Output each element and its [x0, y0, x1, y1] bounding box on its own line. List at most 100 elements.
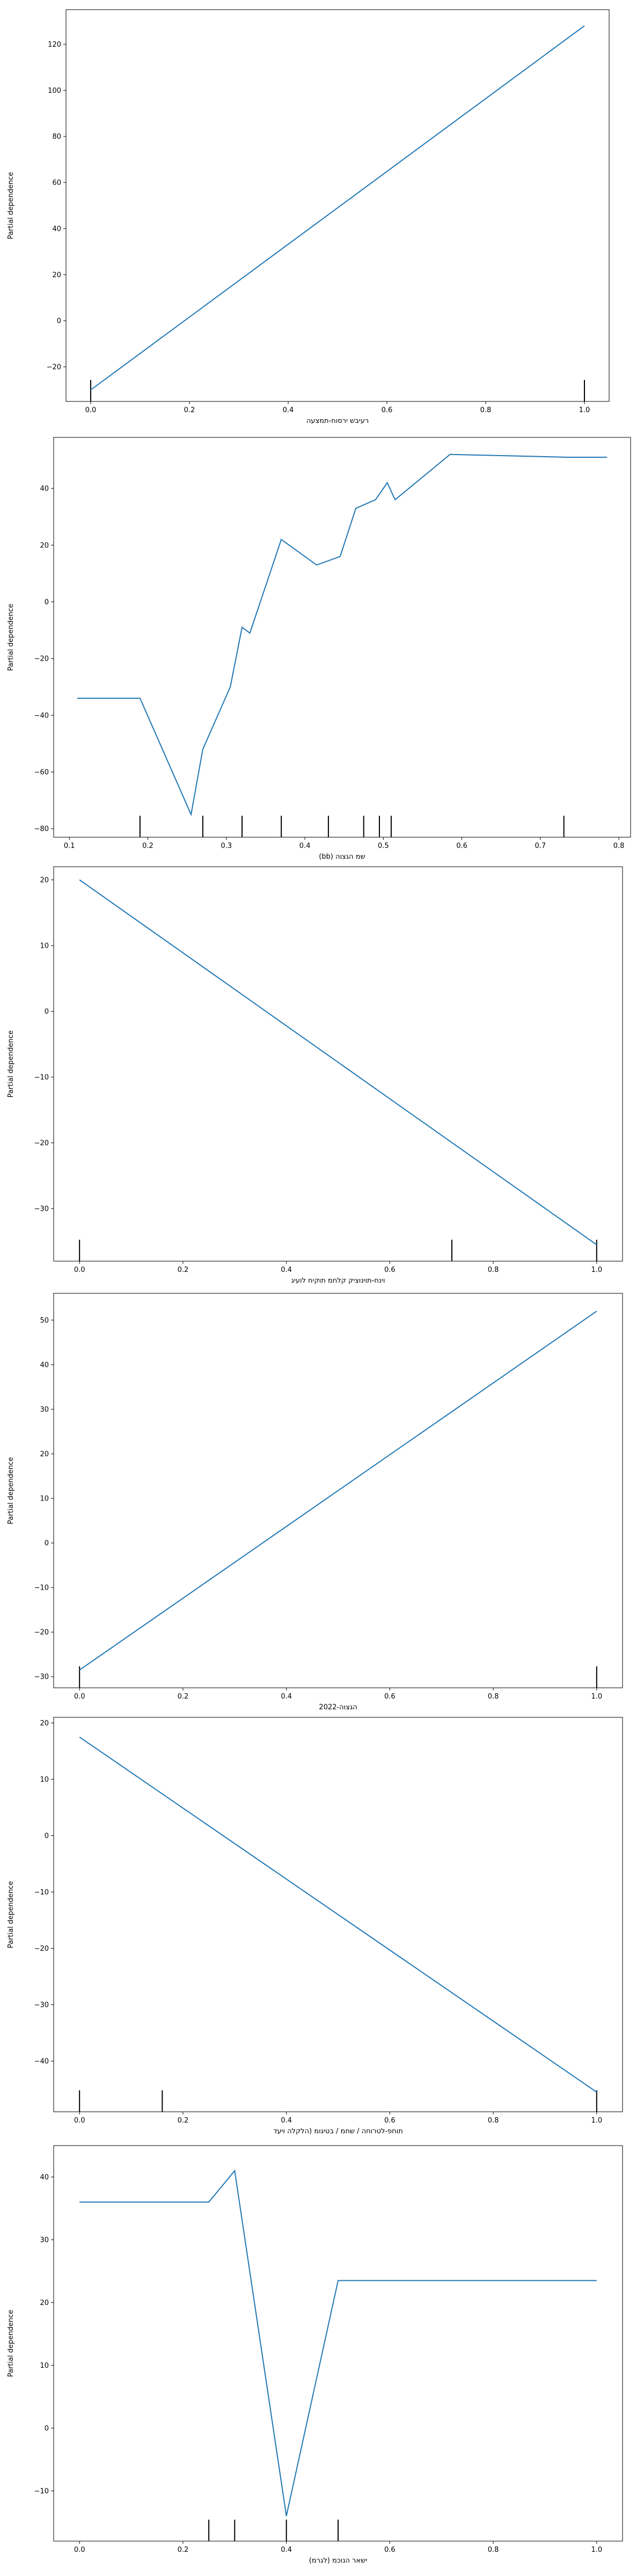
y-tick-label: 10 [40, 942, 49, 950]
y-tick-label: −20 [34, 1139, 49, 1147]
x-tick-label: 0.8 [480, 406, 492, 414]
x-tick-label: 1.0 [579, 406, 590, 414]
subplot-1: 0.0 0.2 0.4 0.6 0.8 1.0 −20 0 20 40 60 80 100 120 רעיב… [7, 9, 610, 425]
y-tick-label: 40 [40, 2174, 49, 2182]
x-tick-label: 0.3 [221, 842, 232, 850]
y-tick-label: 40 [52, 225, 61, 233]
y-tick-label: −20 [34, 1945, 49, 1953]
x-axis-label: וינח-תוינוציק קלחמ תוקיח לועיג [291, 1277, 385, 1285]
x-tick-label: 0.5 [378, 842, 389, 850]
y-tick-label: 0 [45, 2425, 49, 2433]
x-tick-label: 0.0 [85, 406, 97, 414]
y-tick-label: 60 [52, 179, 61, 187]
x-tick-label: 0.2 [178, 1266, 189, 1274]
y-tick-label: −30 [34, 1205, 49, 1213]
y-tick-label: 0 [57, 317, 61, 325]
x-tick-label: 0.2 [178, 2117, 189, 2125]
y-tick-label: 80 [52, 133, 61, 141]
x-tick-label: 0.6 [384, 1693, 396, 1701]
x-tick-label: 1.0 [591, 1266, 602, 1274]
x-tick-label: 0.4 [281, 1266, 292, 1274]
y-tick-label: 20 [40, 2299, 49, 2307]
x-tick-label: 0.4 [299, 842, 311, 850]
partial-dependence-line [79, 1736, 597, 2093]
y-tick-label: 0 [45, 1008, 49, 1016]
x-tick-label: 0.0 [74, 1693, 85, 1701]
y-tick-label: −20 [47, 363, 61, 371]
y-tick-label: −20 [34, 655, 49, 663]
x-axis-label: (bb) שמ הגצוה [319, 853, 365, 861]
y-tick-label: −30 [34, 1673, 49, 1681]
x-tick-label: 0.4 [283, 406, 294, 414]
y-tick-label: −40 [34, 2058, 49, 2066]
x-tick-label: 0.8 [613, 842, 625, 850]
axes-frame [53, 2145, 623, 2542]
y-tick-label: 10 [40, 1495, 49, 1503]
subplot-4: 0.0 0.2 0.4 0.6 0.8 1.0 −30 −20 −10 0 10 20 30 40 50 הג… [7, 1293, 623, 1711]
y-tick-label: 40 [40, 485, 49, 493]
axes-frame [53, 437, 631, 838]
y-axis-label: Partial dependence [7, 2310, 15, 2377]
partial-dependence-line [90, 25, 585, 391]
y-tick-label: 20 [52, 271, 61, 279]
axes-frame [65, 9, 610, 402]
y-tick-label: −10 [34, 1584, 49, 1592]
y-axis-label: Partial dependence [7, 1030, 15, 1097]
axes-frame [53, 1293, 623, 1688]
axes-frame [53, 866, 623, 1262]
x-tick-label: 1.0 [591, 2546, 602, 2554]
x-tick-label: 0.1 [64, 842, 75, 850]
x-tick-label: 0.8 [488, 2546, 499, 2554]
y-tick-label: 0 [45, 1832, 49, 1840]
x-tick-label: 0.4 [281, 2546, 292, 2554]
y-axis-label: Partial dependence [7, 1457, 15, 1524]
x-tick-label: 0.0 [74, 2546, 85, 2554]
y-axis-label: Partial dependence [7, 172, 15, 239]
y-tick-label: 20 [40, 876, 49, 884]
x-axis-label: תוחפ-לטרוחה / שחמ / בטיגומ (הלקלה ויעד [273, 2127, 402, 2135]
y-tick-label: −20 [34, 1629, 49, 1637]
y-tick-label: 30 [40, 1406, 49, 1414]
y-tick-label: 10 [40, 1776, 49, 1784]
x-tick-label: 0.6 [384, 1266, 396, 1274]
subplot-6: 0.0 0.2 0.4 0.6 0.8 1.0 −10 0 10 20 30 40 ישאר הנוכמ… [7, 2145, 623, 2565]
subplot-2: 0.1 0.2 0.3 0.4 0.5 0.6 0.7 0.8 −80 −60 −40 −20 0 20 4… [7, 437, 631, 861]
y-tick-label: −40 [34, 712, 49, 720]
y-tick-label: 30 [40, 2236, 49, 2244]
x-tick-label: 0.8 [488, 2117, 499, 2125]
subplot-5: 0.0 0.2 0.4 0.6 0.8 1.0 −40 −30 −20 −10 0 10 20 תוחפ-… [7, 1717, 623, 2135]
x-tick-label: 0.0 [74, 1266, 85, 1274]
partial-dependence-line [79, 2169, 597, 2516]
y-tick-label: 40 [40, 1361, 49, 1369]
y-tick-label: −60 [34, 769, 49, 777]
x-tick-label: 0.6 [456, 842, 467, 850]
y-tick-label: −10 [34, 2487, 49, 2496]
y-tick-label: 10 [40, 2362, 49, 2370]
x-tick-label: 0.2 [178, 1693, 189, 1701]
x-tick-label: 0.4 [281, 1693, 292, 1701]
y-tick-label: 100 [48, 87, 61, 95]
y-tick-label: 0 [45, 598, 49, 606]
x-tick-label: 0.0 [74, 2117, 85, 2125]
y-tick-label: 20 [40, 541, 49, 550]
x-tick-label: 0.6 [382, 406, 393, 414]
x-tick-label: 0.6 [384, 2117, 396, 2125]
partial-dependence-line [79, 879, 597, 1246]
x-tick-label: 0.2 [184, 406, 195, 414]
y-axis-label: Partial dependence [7, 1881, 15, 1948]
y-tick-label: −80 [34, 825, 49, 833]
x-axis-label: ישאר הנוכמ (לגרמ) [309, 2557, 368, 2565]
y-tick-label: 0 [45, 1540, 49, 1548]
x-tick-label: 0.6 [384, 2546, 396, 2554]
y-tick-label: 20 [40, 1450, 49, 1458]
y-tick-label: 50 [40, 1316, 49, 1324]
x-tick-label: 0.2 [142, 842, 153, 850]
y-tick-label: 120 [48, 41, 61, 49]
x-tick-label: 0.2 [178, 2546, 189, 2554]
partial-dependence-line [77, 453, 608, 817]
y-tick-label: 20 [40, 1719, 49, 1728]
x-tick-label: 0.4 [281, 2117, 292, 2125]
y-tick-label: −10 [34, 1074, 49, 1082]
x-tick-label: 0.7 [535, 842, 546, 850]
